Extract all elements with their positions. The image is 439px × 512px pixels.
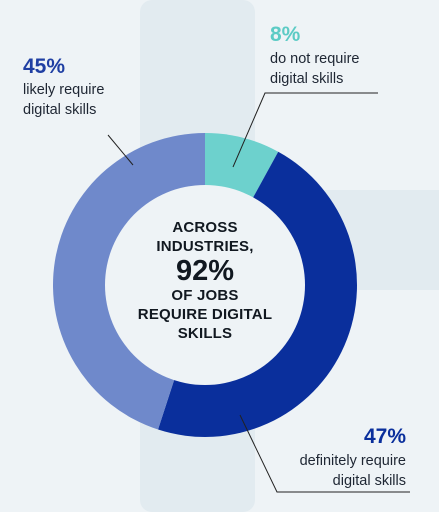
label-slice-47pct: 47% definitely require digital skills [300, 426, 406, 491]
leader-line-8pct [232, 92, 378, 168]
center-line-5: SKILLS [177, 325, 233, 342]
label-slice-8pct: 8% do not require digital skills [270, 24, 359, 89]
slice-45pct-desc-line2: digital skills [23, 102, 97, 118]
slice-47pct-value: 47% [363, 425, 406, 448]
slice-8pct-desc-line1: do not require [270, 51, 360, 67]
center-line-3: OF JOBS [171, 287, 239, 304]
center-big-value: 92% [175, 255, 235, 287]
donut-center-label: ACROSS INDUSTRIES, 92% OF JOBS REQUIRE D… [105, 218, 305, 343]
leader-line-47pct [239, 414, 410, 493]
slice-47pct-desc-line1: definitely require [299, 453, 406, 469]
slice-47pct-desc-line2: digital skills [332, 473, 406, 489]
center-line-2: INDUSTRIES, [156, 238, 254, 255]
slice-45pct-desc-line1: likely require [23, 82, 105, 98]
center-line-4: REQUIRE DIGITAL [137, 306, 273, 323]
slice-8pct-desc-line2: digital skills [270, 71, 344, 87]
label-slice-45pct: 45% likely require digital skills [23, 56, 104, 120]
leader-line-45pct [107, 134, 134, 166]
center-line-1: ACROSS [172, 219, 238, 236]
donut-hole [105, 185, 305, 385]
slice-45pct-value: 45% [23, 55, 66, 78]
slice-8pct-value: 8% [270, 23, 301, 46]
